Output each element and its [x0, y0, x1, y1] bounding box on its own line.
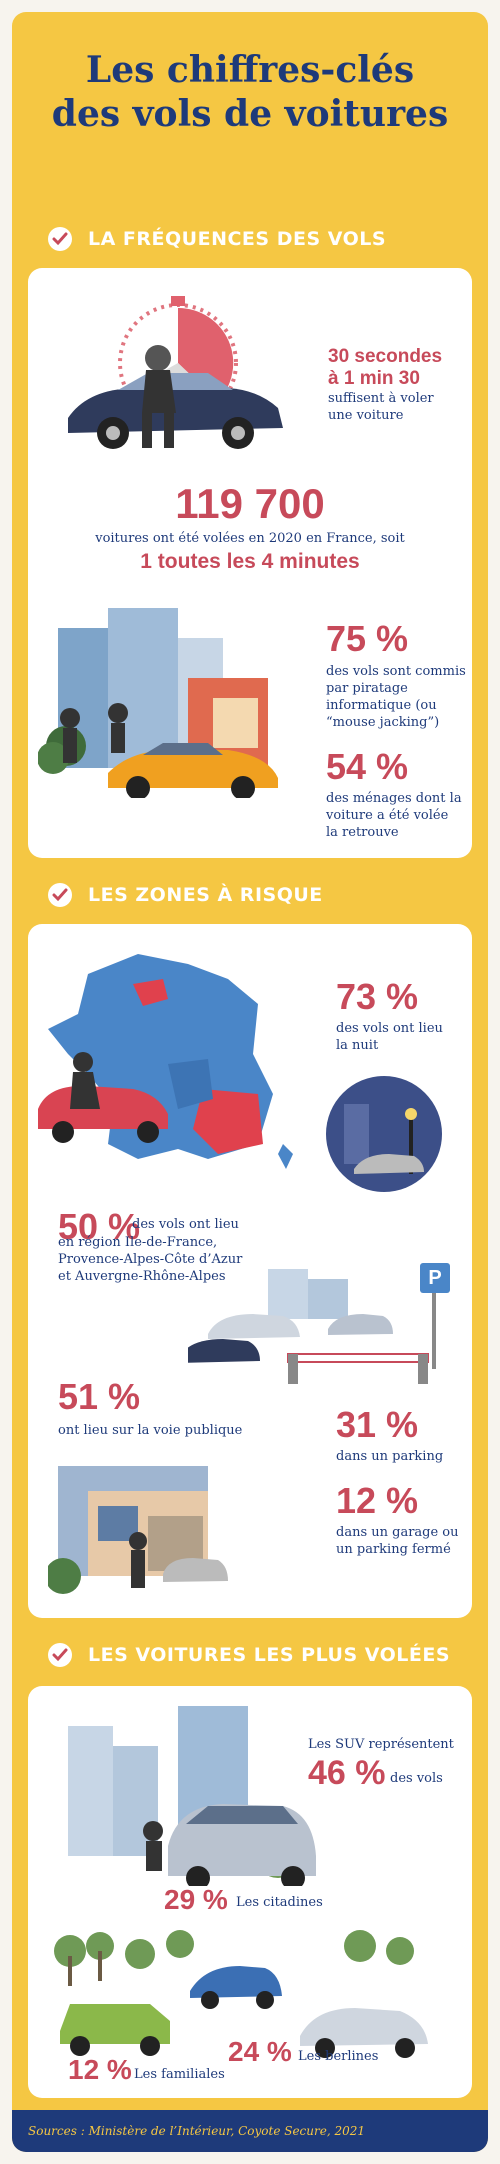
citadines-label: Les citadines [236, 1895, 323, 1910]
sources-text: Sources : Ministère de l’Intérieur, Coyo… [28, 2124, 366, 2138]
france-map-illustration [38, 954, 293, 1169]
city-hacking-illustration [38, 608, 278, 798]
familiales-label: Les familiales [134, 2067, 225, 2082]
section-label: LES ZONES À RISQUE [88, 884, 323, 906]
recovered-text: des ménages dont la voiture a été volée … [326, 791, 462, 840]
regions-percent: 50 % [58, 1206, 141, 1247]
garage-house-illustration [48, 1466, 228, 1594]
regions-text-1: des vols ont lieu [132, 1217, 239, 1232]
suv-suffix: des vols [390, 1771, 443, 1786]
berlines-percent: 24 % [228, 2036, 292, 2067]
section-header-zones: LES ZONES À RISQUE [48, 878, 323, 912]
night-text: des vols ont lieu la nuit [336, 1021, 443, 1053]
sources-footer: Sources : Ministère de l’Intérieur, Coyo… [12, 2110, 488, 2152]
section-label: LA FRÉQUENCES DES VOLS [88, 228, 387, 250]
check-icon [48, 1643, 72, 1667]
parking-percent: 31 % [336, 1404, 419, 1445]
recovered-percent: 54 % [326, 746, 409, 787]
card-voitures: Les SUV représentent 46 % des vols 29 % … [28, 1686, 472, 2098]
car-types-illustration [40, 1896, 460, 2058]
time-range-value: 30 secondes à 1 min 30 [328, 346, 443, 389]
card-frequences: 30 secondes à 1 min 30 suffisent à voler… [28, 268, 472, 858]
check-icon [48, 227, 72, 251]
night-street-icon [326, 1076, 442, 1192]
time-range-block: 30 secondes à 1 min 30 suffisent à voler… [328, 346, 442, 424]
suv-intro: Les SUV représentent [308, 1737, 454, 1752]
stolen-count: 119 700 [175, 480, 325, 527]
regions-text-2: en région Ile-de-France, Provence-Alpes-… [58, 1235, 243, 1284]
garage-percent: 12 % [336, 1480, 419, 1521]
berlines-label: Les berlines [298, 2049, 379, 2064]
section-label: LES VOITURES LES PLUS VOLÉES [88, 1644, 451, 1666]
street-percent: 51 % [58, 1376, 141, 1417]
hacking-percent: 75 % [326, 618, 409, 659]
theft-rate: 1 toutes les 4 minutes [140, 550, 360, 573]
page-title: Les chiffres-clés des vols de voitures [51, 49, 449, 135]
hacking-text: des vols sont commis par piratage inform… [326, 664, 466, 730]
suv-percent: 46 % [308, 1754, 386, 1792]
suv-illustration [68, 1706, 316, 1886]
citadines-percent: 29 % [164, 1884, 228, 1915]
section-header-voitures: LES VOITURES LES PLUS VOLÉES [48, 1638, 450, 1672]
time-range-text: suffisent à voler une voiture [328, 391, 434, 423]
garage-text: dans un garage ou un parking fermé [336, 1525, 459, 1557]
car-thief-timer-illustration [68, 296, 283, 449]
section-header-frequences: LA FRÉQUENCES DES VOLS [48, 222, 386, 256]
night-percent: 73 % [336, 976, 419, 1017]
familiales-percent: 12 % [68, 2054, 132, 2085]
parking-sign-icon: P [428, 1267, 442, 1289]
parking-text: dans un parking [336, 1449, 444, 1464]
street-text: ont lieu sur la voie publique [58, 1423, 243, 1438]
card-zones: 73 % des vols ont lieu la nuit 50 % des … [28, 924, 472, 1618]
parking-illustration [188, 1263, 450, 1384]
stolen-count-text: voitures ont été volées en 2020 en Franc… [95, 531, 405, 546]
check-icon [48, 883, 72, 907]
